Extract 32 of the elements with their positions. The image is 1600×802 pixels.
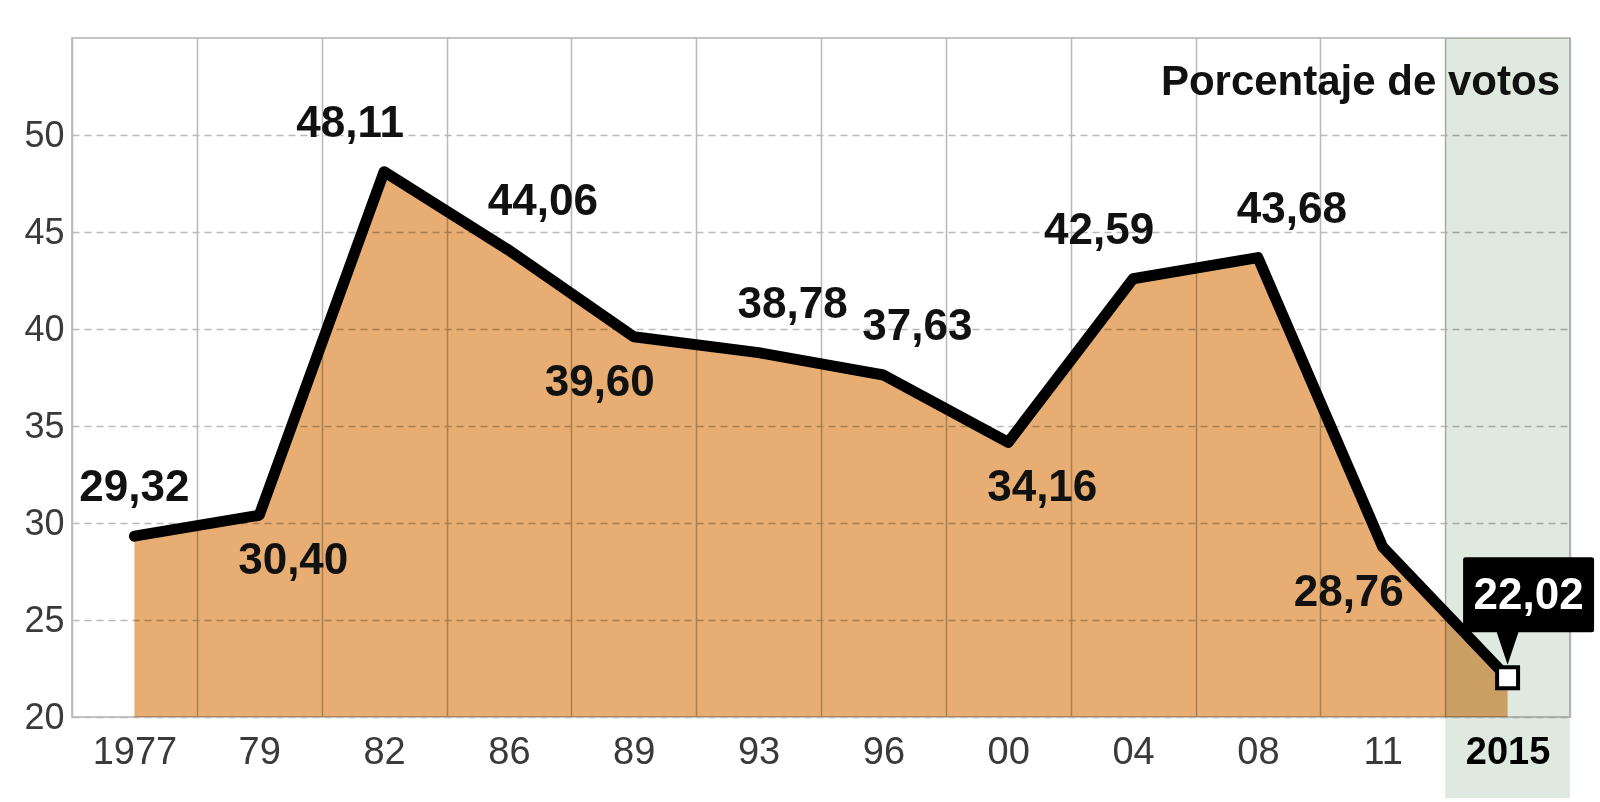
data-label: 34,16 — [987, 461, 1098, 511]
x-tick-label: 96 — [862, 729, 906, 772]
data-label: 37,63 — [862, 299, 973, 349]
x-tick-label: 00 — [987, 729, 1030, 772]
y-tick-label: 40 — [24, 307, 65, 349]
x-tick-label: 93 — [737, 729, 781, 772]
data-label: 44,06 — [487, 175, 598, 225]
x-tick-label: 04 — [1112, 729, 1155, 772]
data-label: 43,68 — [1236, 182, 1347, 232]
y-tick-label: 20 — [24, 695, 65, 737]
y-tick-label: 35 — [24, 404, 65, 446]
data-label: 38,78 — [737, 277, 848, 327]
y-tick-label: 50 — [24, 113, 65, 155]
data-label: 42,59 — [1044, 203, 1155, 253]
data-label: 39,60 — [544, 355, 655, 405]
y-tick-label: 25 — [24, 598, 65, 640]
data-label: 30,40 — [238, 534, 349, 584]
data-label: 28,76 — [1293, 566, 1404, 616]
data-label: 48,11 — [296, 96, 404, 146]
x-tick-label: 1977 — [92, 729, 178, 772]
x-tick-label: 08 — [1237, 729, 1280, 772]
x-tick-label: 2015 — [1465, 729, 1551, 772]
annotation: Porcentaje de votos — [1160, 57, 1560, 104]
y-tick-label: 45 — [24, 210, 65, 252]
x-tick-label: 82 — [363, 729, 406, 772]
x-tick-label: 11 — [1363, 729, 1403, 772]
data-label: 29,32 — [79, 461, 190, 511]
x-tick-label: 86 — [488, 729, 531, 772]
annotation: 22,02 — [1473, 568, 1584, 618]
x-tick-label: 89 — [613, 729, 656, 772]
x-tick-label: 79 — [238, 729, 281, 772]
y-tick-label: 30 — [24, 501, 65, 543]
